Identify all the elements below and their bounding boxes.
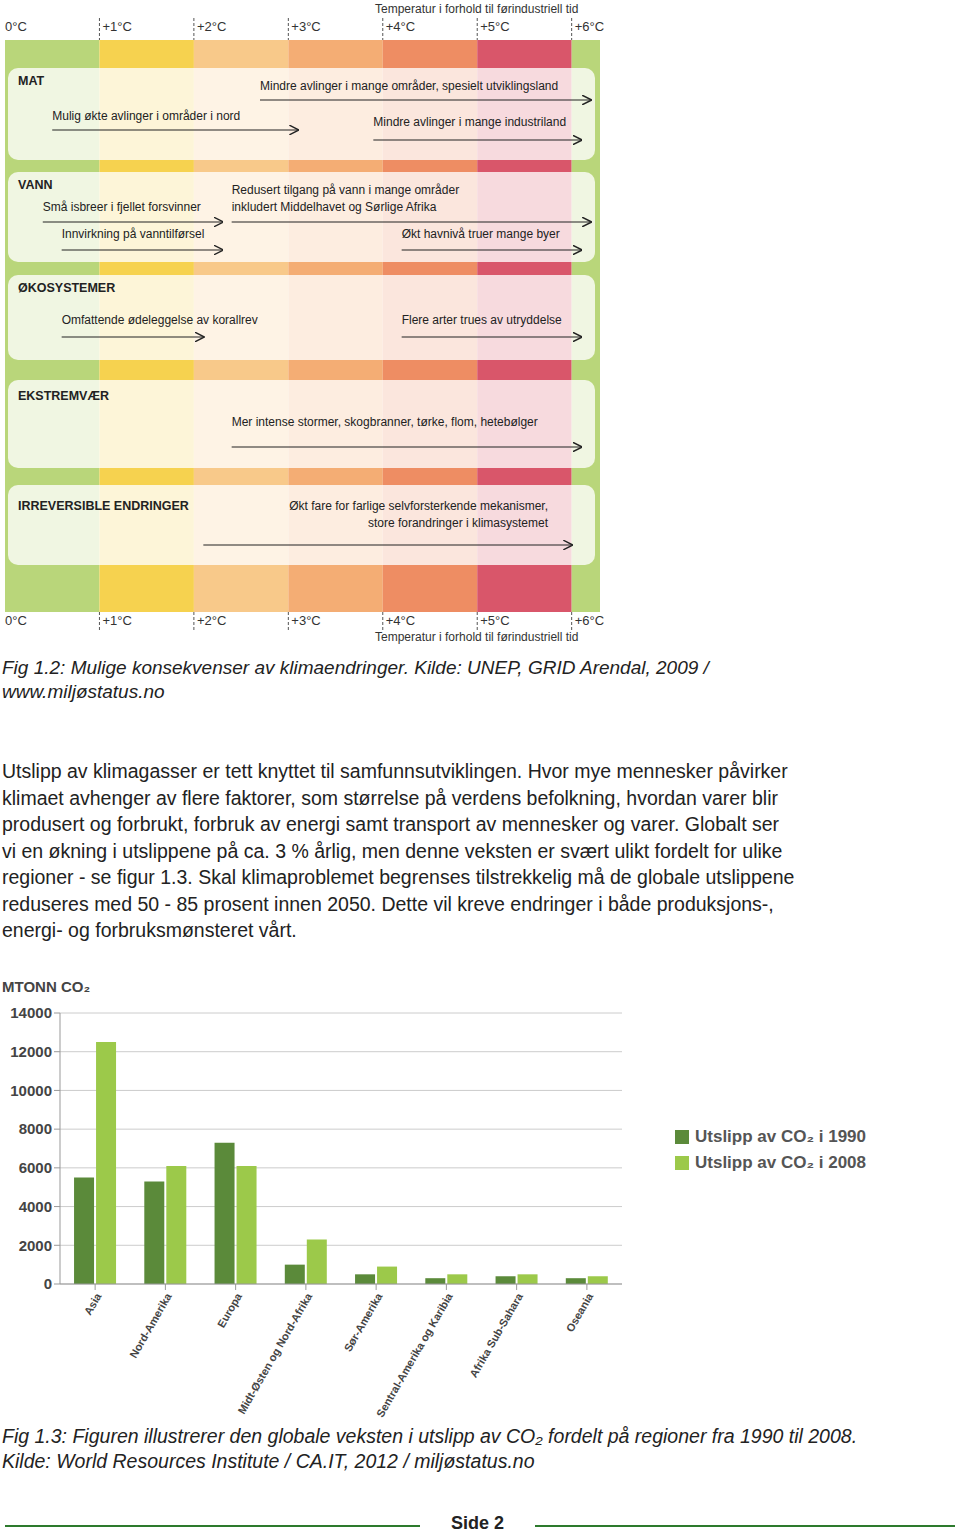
svg-text:0: 0 xyxy=(44,1275,52,1292)
html-text:Fig 1.3: Figuren illustrerer d: Fig 1.3: Figuren illustrerer den globale… xyxy=(2,1425,858,1447)
svg-text:Oseania: Oseania xyxy=(564,1290,596,1334)
svg-text:+5°C: +5°C xyxy=(480,613,509,628)
svg-text:4000: 4000 xyxy=(19,1198,52,1215)
svg-text:Økt fare for farlige selvforst: Økt fare for farlige selvforsterkende me… xyxy=(289,499,548,513)
svg-text:+3°C: +3°C xyxy=(291,19,320,34)
svg-text:+5°C: +5°C xyxy=(480,19,509,34)
svg-text:Asia: Asia xyxy=(82,1290,104,1317)
svg-text:Små isbreer i fjellet forsvinn: Små isbreer i fjellet forsvinner xyxy=(43,200,201,214)
svg-text:Omfattende ødeleggelse av kora: Omfattende ødeleggelse av korallrev xyxy=(62,313,258,327)
html-text:MTONN CO₂: MTONN CO₂ xyxy=(2,978,91,995)
svg-text:Mulig økte avlinger i områder: Mulig økte avlinger i områder i nord xyxy=(52,109,240,123)
html-text:klimaet avhenger av flere fakt: klimaet avhenger av flere faktorer, som … xyxy=(2,786,778,809)
html-text:Utslipp av klimagasser er tett: Utslipp av klimagasser er tett knyttet t… xyxy=(2,760,788,782)
html-text:Side 2: Side 2 xyxy=(451,1513,504,1533)
svg-text:Europa: Europa xyxy=(215,1290,245,1330)
svg-text:Nord-Amerika: Nord-Amerika xyxy=(127,1290,174,1360)
svg-text:VANN: VANN xyxy=(18,178,53,192)
svg-text:+1°C: +1°C xyxy=(102,19,131,34)
svg-text:Mer intense stormer, skogbrann: Mer intense stormer, skogbranner, tørke,… xyxy=(232,415,538,429)
html-text:Utslipp av CO₂ i 1990: Utslipp av CO₂ i 1990 xyxy=(695,1127,866,1146)
svg-text:Temperatur i forhold til førin: Temperatur i forhold til førindustriell … xyxy=(375,630,578,644)
html-text:Kilde: World Resources Institu: Kilde: World Resources Institute / CA.IT… xyxy=(2,1450,535,1472)
svg-text:Sentral-Amerika og Karibia: Sentral-Amerika og Karibia xyxy=(374,1290,455,1419)
svg-text:MAT: MAT xyxy=(18,74,45,88)
svg-text:Mindre avlinger i mange indust: Mindre avlinger i mange industriland xyxy=(373,115,566,129)
svg-text:+2°C: +2°C xyxy=(197,613,226,628)
svg-text:14000: 14000 xyxy=(10,1004,52,1021)
svg-text:Flere arter trues av utryddels: Flere arter trues av utryddelse xyxy=(402,313,562,327)
svg-text:EKSTREMVÆR: EKSTREMVÆR xyxy=(18,389,109,403)
svg-text:Økt havnivå truer mange byer: Økt havnivå truer mange byer xyxy=(402,227,560,241)
svg-text:+3°C: +3°C xyxy=(291,613,320,628)
svg-text:Midt-Østen og Nord-Afrika: Midt-Østen og Nord-Afrika xyxy=(235,1290,315,1416)
svg-text:IRREVERSIBLE ENDRINGER: IRREVERSIBLE ENDRINGER xyxy=(18,499,189,513)
svg-text:Innvirkning på vanntilførsel: Innvirkning på vanntilførsel xyxy=(62,227,205,241)
svg-text:6000: 6000 xyxy=(19,1159,52,1176)
svg-text:ØKOSYSTEMER: ØKOSYSTEMER xyxy=(18,281,115,295)
html-text:produsert og forbrukt, forbruk: produsert og forbrukt, forbruk av energi… xyxy=(2,813,780,835)
svg-text:8000: 8000 xyxy=(19,1120,52,1137)
html-text:vi en økning i utslippene på c: vi en økning i utslippene på ca. 3 % årl… xyxy=(2,839,783,862)
svg-text:12000: 12000 xyxy=(10,1043,52,1060)
svg-text:inkludert Middelhavet og Sørli: inkludert Middelhavet og Sørlige Afrika xyxy=(232,200,437,214)
svg-text:0°C: 0°C xyxy=(8,19,27,34)
svg-text:+2°C: +2°C xyxy=(197,19,226,34)
html-text:regioner - se figur 1.3. Skal: regioner - se figur 1.3. Skal klimaprobl… xyxy=(2,866,795,888)
svg-text:Sør-Amerika: Sør-Amerika xyxy=(342,1290,386,1353)
svg-text:2000: 2000 xyxy=(19,1237,52,1254)
svg-text:0°C: 0°C xyxy=(8,613,27,628)
svg-text:store forandringer i klimasyst: store forandringer i klimasystemet xyxy=(368,516,549,530)
html-text:Utslipp av CO₂ i 2008: Utslipp av CO₂ i 2008 xyxy=(695,1153,866,1172)
svg-text:Mindre avlinger i mange område: Mindre avlinger i mange områder, spesiel… xyxy=(260,79,558,93)
svg-text:+4°C: +4°C xyxy=(386,19,415,34)
html-text:energi- og forbruksmønsteret v: energi- og forbruksmønsteret vårt. xyxy=(2,919,297,941)
html-text:www.miljøstatus.no: www.miljøstatus.no xyxy=(2,681,165,702)
html-text:reduseres med 50 - 85 prosent: reduseres med 50 - 85 prosent innen 2050… xyxy=(2,892,774,915)
svg-text:+6°C: +6°C xyxy=(575,19,604,34)
svg-text:+4°C: +4°C xyxy=(386,613,415,628)
html-text:Fig 1.2: Mulige konsekvenser a: Fig 1.2: Mulige konsekvenser av klimaend… xyxy=(2,657,709,678)
svg-text:Afrika Sub-Sahara: Afrika Sub-Sahara xyxy=(467,1290,526,1379)
svg-text:+6°C: +6°C xyxy=(575,613,604,628)
svg-text:10000: 10000 xyxy=(10,1082,52,1099)
svg-text:Redusert tilgang på vann i man: Redusert tilgang på vann i mange områder xyxy=(232,183,459,197)
svg-text:Temperatur i forhold til førin: Temperatur i forhold til førindustriell … xyxy=(375,2,578,16)
svg-text:+1°C: +1°C xyxy=(102,613,131,628)
